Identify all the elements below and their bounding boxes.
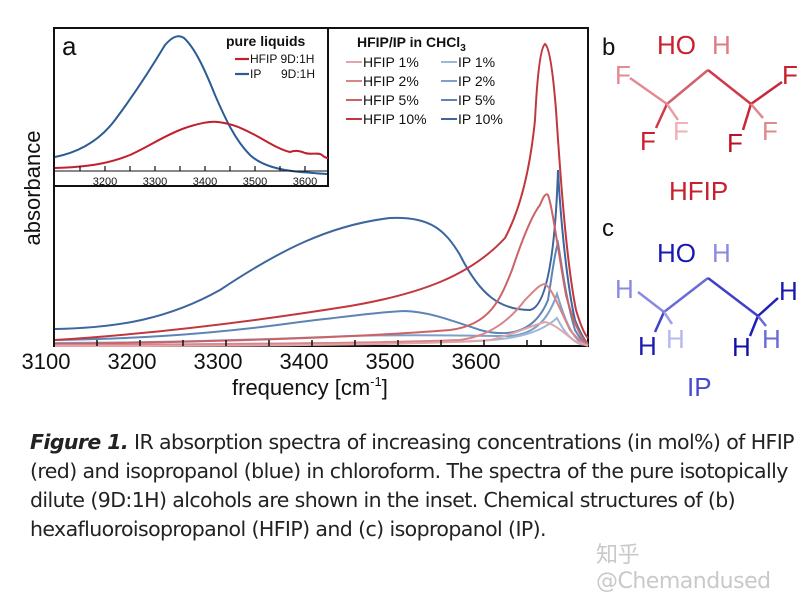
x-tick-3400: 3400 [280,349,329,374]
ip-10-curve [54,169,589,346]
hfip-f-label: F [762,116,778,146]
x-tick-3100: 3100 [22,349,71,374]
legend-ip-5: IP 5% [458,92,495,108]
ip-h-label: H [638,331,657,361]
hfip-ho-label: HO [657,30,696,60]
main-x-ticks [96,340,542,346]
x-tick-3500: 3500 [366,349,415,374]
figure-caption: Figure 1. IR absorption spectra of incre… [30,428,800,544]
inset-tick-3300: 3300 [143,176,167,188]
legend-ip-10: IP 10% [458,111,503,127]
main-curves [54,42,589,347]
hfip-1-curve [54,320,589,347]
inset-plot-frame [53,27,329,187]
ip-h-label: H [666,324,685,354]
hfip-5-curve [54,193,589,345]
inset-legend-hfip-label: HFIP 9D:1H [250,52,314,66]
main-legend-title: HFIP/IP in CHCl3 [357,34,466,54]
caption-lead: Figure 1. [30,430,129,454]
legend-ip-1: IP 1% [458,54,495,70]
ip-h-label: H [732,332,751,362]
panel-a-label: a [62,31,77,61]
hfip-f-label: F [782,60,798,90]
hfip-structure: HO H F F F F F F HFIP [615,30,798,206]
caption-text: IR absorption spectra of increasing conc… [30,430,795,541]
hfip-name: HFIP [669,176,728,206]
inset-x-ticks [79,166,306,171]
main-legend-ip: IP 1% IP 2% IP 5% IP 10% [441,54,503,127]
y-axis-label: absorbance [20,131,45,246]
figure-1: 3100 3200 3300 3400 3500 3600 frequency … [20,27,798,402]
inset-legend-title: pure liquids [226,33,306,49]
panel-c-label: c [602,215,614,242]
ip-h-label: H [779,276,798,306]
ip-ho-label: HO [657,238,696,268]
inset-x-tick-labels: 3200 3300 3400 3500 3600 [93,176,317,188]
inset-tick-3200: 3200 [93,176,117,188]
legend-hfip-1: HFIP 1% [363,54,419,70]
legend-hfip-10: HFIP 10% [363,111,427,127]
hfip-f-label: F [673,116,689,146]
main-legend-hfip: HFIP 1% HFIP 2% HFIP 5% HFIP 10% [346,54,427,127]
ip-h-label: H [615,274,634,304]
inset-tick-3400: 3400 [193,176,217,188]
inset-tick-3500: 3500 [243,176,267,188]
inset-hfip-curve [54,120,329,169]
ip-h-label: H [712,238,731,268]
watermark: 知乎 @Chemandused [596,543,771,594]
legend-ip-2: IP 2% [458,73,495,89]
hfip-10-curve [54,42,589,341]
inset-tick-3600: 3600 [293,176,317,188]
x-tick-3600: 3600 [452,349,501,374]
x-axis-label: frequency [cm-1] [232,374,388,400]
hfip-h-label: H [712,30,731,60]
main-x-tick-labels: 3100 3200 3300 3400 3500 3600 [22,349,501,374]
legend-hfip-2: HFIP 2% [363,73,419,89]
hfip-f-label: F [615,60,631,90]
x-tick-3300: 3300 [194,349,243,374]
ip-h-label: H [762,324,781,354]
hfip-2-curve [54,282,589,346]
ip-name: IP [687,372,712,402]
ip-structure: HO H H H H H H H IP [615,238,798,402]
hfip-f-label: F [640,126,656,156]
x-tick-3200: 3200 [108,349,157,374]
legend-hfip-5: HFIP 5% [363,92,419,108]
panel-b-label: b [602,34,615,61]
hfip-f-label: F [727,128,743,158]
inset-legend-ip-label: IP 9D:1H [250,67,315,81]
